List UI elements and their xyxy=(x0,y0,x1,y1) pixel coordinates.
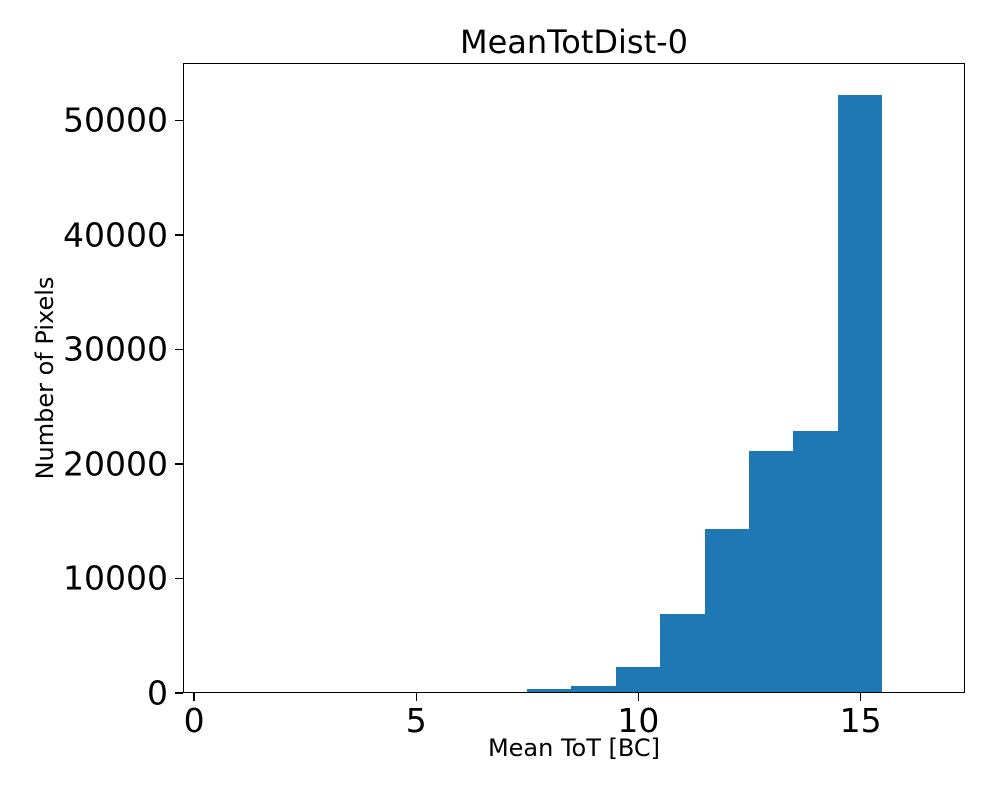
y-tick-label: 10000 xyxy=(63,558,168,598)
x-tick-mark xyxy=(859,693,862,701)
x-tick-label: 5 xyxy=(405,701,427,740)
x-tick-mark xyxy=(637,693,640,701)
x-tick-mark xyxy=(193,693,195,701)
y-tick-label: 0 xyxy=(147,673,168,713)
histogram-bar xyxy=(526,689,572,692)
x-tick-mark xyxy=(415,693,418,701)
x-tick-label: 10 xyxy=(617,701,660,740)
plot-area xyxy=(183,63,965,693)
x-tick-label: 0 xyxy=(183,701,205,740)
y-tick-label: 50000 xyxy=(63,100,168,140)
y-tick-mark xyxy=(175,119,183,122)
y-tick-label: 30000 xyxy=(63,329,168,369)
histogram-bar xyxy=(704,529,749,692)
y-tick-mark xyxy=(175,348,183,351)
x-axis-label: Mean ToT [BC] xyxy=(487,734,661,762)
histogram-bar xyxy=(793,430,838,692)
y-tick-label: 40000 xyxy=(63,215,168,255)
y-tick-mark xyxy=(175,692,183,694)
chart-title: MeanTotDist-0 xyxy=(459,23,689,61)
x-tick-label: 15 xyxy=(839,701,882,740)
histogram-bar xyxy=(749,451,794,692)
y-axis-label: Number of Pixels xyxy=(31,276,59,480)
histogram-bar xyxy=(571,686,616,692)
y-tick-mark xyxy=(175,577,183,580)
histogram-bar xyxy=(837,95,883,692)
histogram-bar xyxy=(660,614,705,692)
histogram-bar xyxy=(615,666,661,692)
y-tick-mark xyxy=(175,234,183,236)
y-tick-label: 20000 xyxy=(63,444,168,484)
y-tick-mark xyxy=(175,463,183,465)
